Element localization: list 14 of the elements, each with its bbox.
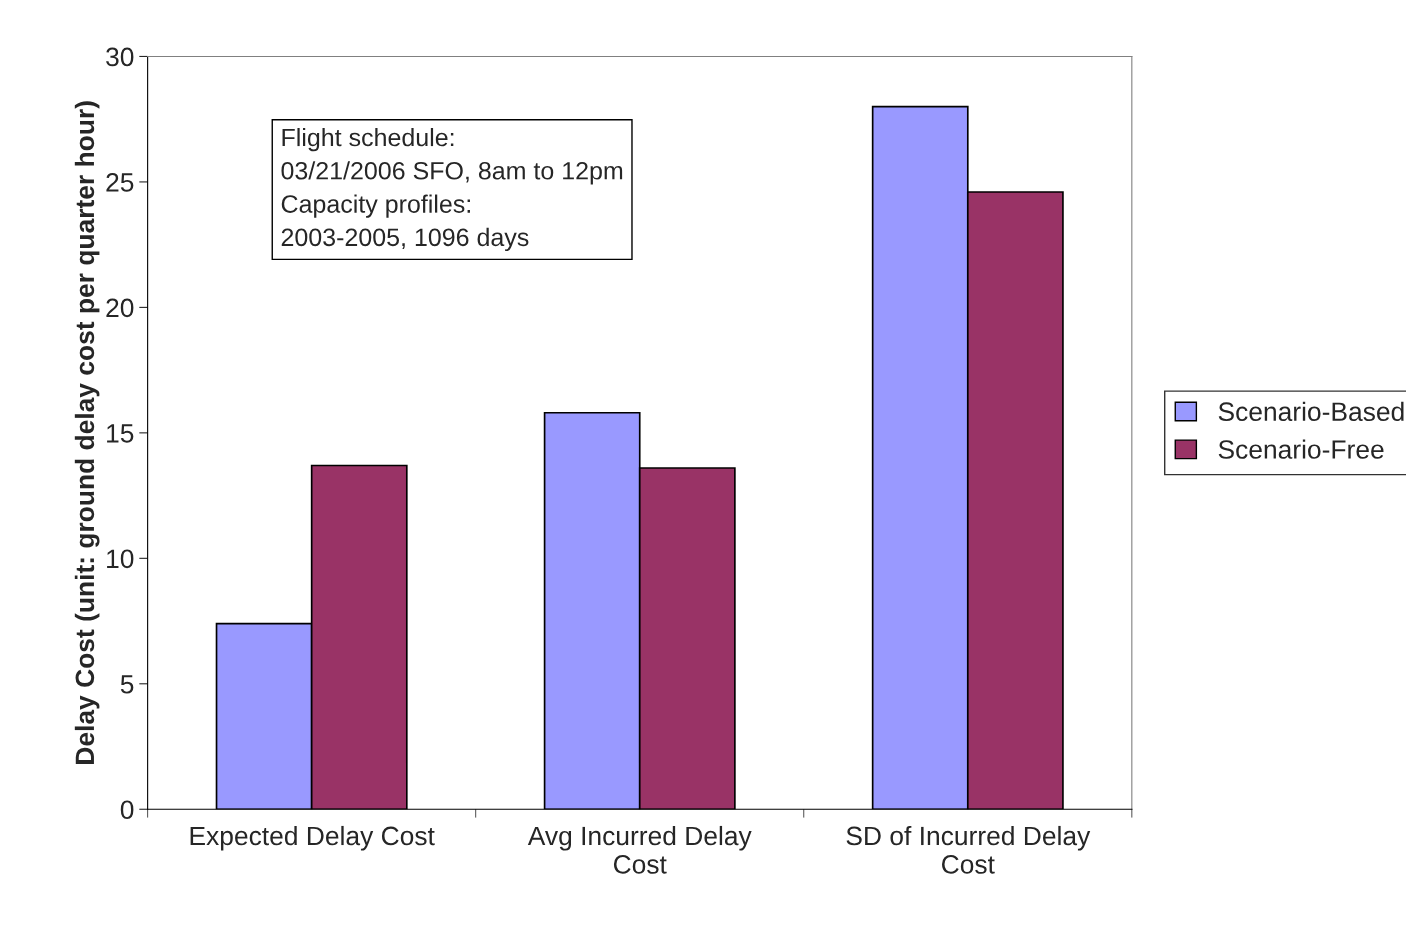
x-tick-label: Expected Delay Cost bbox=[190, 825, 435, 851]
y-tick-label: 20 bbox=[106, 298, 134, 318]
y-tick-label: 10 bbox=[107, 549, 134, 569]
annotation: Flight schedule: 03/21/2006 SFO, 8am to 12pm Capacity profiles: 2003-2005, 1096 days bbox=[281, 127, 623, 252]
y-tick-label: 5 bbox=[120, 675, 134, 694]
legend-label: Scenario-Based bbox=[1218, 401, 1404, 422]
y-axis-title: Delay Cost (unit: ground delay cost per quarter hour) bbox=[74, 101, 100, 764]
x-tick-label: SD of Incurred Delay Cost bbox=[846, 825, 1091, 874]
y-tick-label: 25 bbox=[106, 173, 134, 192]
x-tick-label: Avg Incurred Delay Cost bbox=[527, 825, 752, 874]
y-tick-label: 30 bbox=[106, 47, 134, 67]
legend-label: Scenario-Free bbox=[1218, 439, 1384, 459]
y-tick-label: 0 bbox=[120, 800, 134, 820]
y-tick-label: 15 bbox=[107, 424, 134, 443]
